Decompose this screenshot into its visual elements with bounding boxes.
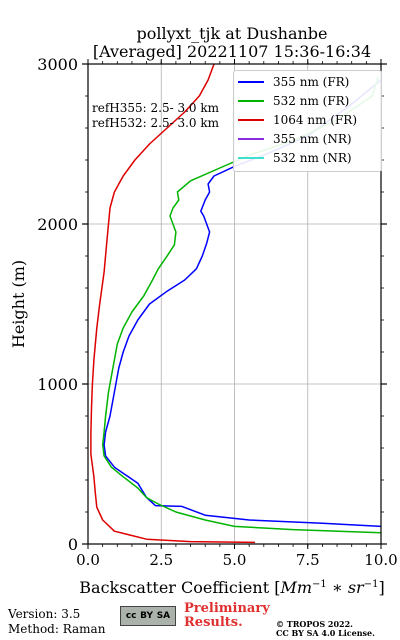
legend-label: 532 nm (FR) xyxy=(273,94,350,108)
legend-label: 355 nm (FR) xyxy=(273,75,350,89)
legend-swatch xyxy=(238,138,264,140)
cc-icon: cc xyxy=(125,611,137,621)
copyright-line2: CC BY SA 4.0 License. xyxy=(276,628,375,638)
chart-legend: 355 nm (FR) 532 nm (FR) 1064 nm (FR) 355… xyxy=(233,70,382,172)
legend-swatch xyxy=(238,81,264,83)
preliminary-line2: Results. xyxy=(184,615,243,630)
legend-label: 355 nm (NR) xyxy=(273,132,352,146)
ref-height-532: refH532: 2.5- 3.0 km xyxy=(92,116,220,130)
chart-title-line1: pollyxt_tjk at Dushanbe xyxy=(136,24,328,43)
preliminary-line1: Preliminary xyxy=(184,601,270,616)
version-text: Version: 3.5 xyxy=(8,607,81,621)
series-line-1 xyxy=(101,76,381,534)
ref-height-355: refH355: 2.5- 3.0 km xyxy=(92,101,220,115)
series-lines xyxy=(90,64,381,544)
legend-entry: 532 nm (NR) xyxy=(238,150,352,166)
method-text: Method: Raman xyxy=(8,622,106,636)
series-line-2 xyxy=(90,64,256,544)
y-tick-label: 0 xyxy=(68,535,78,554)
legend-entry: 355 nm (FR) xyxy=(238,74,349,90)
legend-swatch xyxy=(238,100,264,102)
by-icon: BY xyxy=(140,611,154,621)
copyright-line1: © TROPOS 2022. xyxy=(276,619,353,629)
copyright-note: © TROPOS 2022. CC BY SA 4.0 License. xyxy=(276,620,375,638)
x-tick-label: 5.0 xyxy=(223,551,247,569)
cc-license-badge: cc BY SA xyxy=(120,606,176,626)
x-tick-label: 0.0 xyxy=(76,551,100,569)
x-tick-label: 2.5 xyxy=(149,551,173,569)
legend-label: 532 nm (NR) xyxy=(273,151,352,165)
y-tick-label: 1000 xyxy=(37,375,78,394)
y-tick-label: 3000 xyxy=(37,55,78,74)
x-tick-label: 7.5 xyxy=(296,551,320,569)
legend-label: 1064 nm (FR) xyxy=(273,113,357,127)
y-axis-label: Height (m) xyxy=(9,260,28,348)
x-axis-label: Backscatter Coefficient [Mm−1 ∗ sr−1] xyxy=(79,578,384,597)
legend-entry: 355 nm (NR) xyxy=(238,131,352,147)
legend-swatch xyxy=(238,119,264,121)
legend-swatch xyxy=(238,157,264,159)
chart-title-line2: [Averaged] 20221107 15:36-16:34 xyxy=(92,42,372,61)
x-tick-label: 10.0 xyxy=(364,551,397,569)
legend-entry: 532 nm (FR) xyxy=(238,93,349,109)
preliminary-results-note: Preliminary Results. xyxy=(184,602,270,630)
y-tick-label: 2000 xyxy=(37,215,78,234)
sa-icon: SA xyxy=(156,611,171,621)
axis-ticks: 0.0 2.5 5.0 7.5 10.0 0 1000 2000 3000 Height (m) xyxy=(9,55,398,569)
legend-entry: 1064 nm (FR) xyxy=(238,112,357,128)
